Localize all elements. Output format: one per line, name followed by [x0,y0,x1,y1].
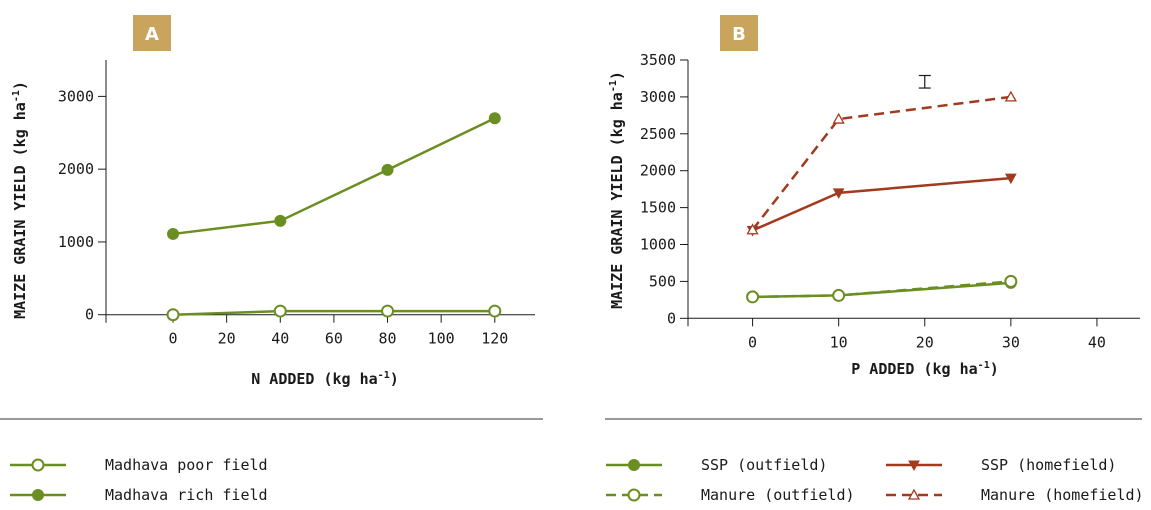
panel-b-data-point [832,288,846,302]
panel-a-x-axis-title: N ADDED (kg ha-1) [251,370,399,388]
panel-b-x-tick-label: 40 [1088,333,1106,351]
panel-b-y-tick-label: 0 [667,309,676,327]
panel-a-x-tick-label: 80 [379,330,397,348]
panel-b-series-line [752,176,1011,232]
panel-b-data-point [832,112,845,124]
panel-b-series-2 [746,173,1017,237]
panel-a-data-point [273,304,287,318]
legend-marker [628,459,640,471]
legend-item-manure-homefield: Manure (homefield) [886,486,1144,504]
legend-label: Manure (outfield) [701,486,855,504]
panel-b-series-1 [746,274,1018,304]
panel-a-series-0 [166,304,502,322]
legend-item-madhava-rich-field: Madhava rich field [10,486,268,504]
legend-label: Madhava rich field [105,486,268,504]
legend-label: SSP (outfield) [701,456,827,474]
panel-b-y-axis-title: MAIZE GRAIN YIELD (kg ha-1) [608,71,626,309]
panel-a-y-tick-label: 3000 [58,87,94,105]
panel-a-data-point [488,304,502,318]
panel-b-y-tick-label: 3500 [640,51,676,69]
panel-b-x-tick-label: 10 [830,333,848,351]
panel-a-x-tick-label: 0 [169,330,178,348]
panel-a-x-tick-label: 20 [218,330,236,348]
panel-b-data-point [746,223,759,235]
panel-a-series-line [172,117,496,236]
panel-a-data-point [381,304,395,318]
legend-marker [627,488,641,502]
panel-b-y-tick-label: 500 [649,272,676,290]
panel-a-data-point [166,308,180,322]
panel-a-y-axis-title: MAIZE GRAIN YIELD (kg ha-1) [11,81,29,319]
panel-b-badge: B [720,15,758,51]
panel-a-data-point [488,112,501,125]
panel-a-label: A [145,24,159,45]
panel-b-y-tick-label: 3000 [640,88,676,106]
panel-b-data-point [1004,274,1018,288]
panel-a-data-point [381,163,394,176]
legend-item-ssp-outfield: SSP (outfield) [606,456,827,474]
panel-a-y-tick-label: 0 [85,306,94,324]
panel-a-x-tick-label: 100 [428,330,455,348]
legend-item-ssp-homefield: SSP (homefield) [886,456,1116,474]
legend-label: Manure (homefield) [981,486,1144,504]
panel-a-x-tick-label: 60 [325,330,343,348]
panel-b-label: B [732,24,746,45]
legend-marker [32,489,44,501]
panel-b-data-point [1004,90,1017,102]
panel-a-badge: A [133,15,171,51]
panel-a-x-tick-label: 120 [481,330,508,348]
panel-b-series-line [752,280,1011,299]
panel-b-y-tick-label: 2500 [640,125,676,143]
panel-b-data-point [746,290,760,304]
panel-b-data-point [832,188,845,199]
panel-a-series-line [172,309,495,316]
panel-a-data-point [167,227,180,240]
panel-a-y-tick-label: 1000 [58,233,94,251]
legend: Madhava poor field Madhava rich field SSP … [10,456,1144,504]
panel-b-x-axis-title: P ADDED (kg ha-1) [851,360,999,378]
panel-b-error-bar [918,74,931,89]
panel-a-series-1 [167,112,501,240]
legend-label: Madhava poor field [105,456,268,474]
panel-b-x-tick-label: 0 [748,333,757,351]
legend-label: SSP (homefield) [981,456,1116,474]
panel-a-y-tick-label: 2000 [58,160,94,178]
legend-marker [908,460,920,472]
panel-a-plot: 0 1000 2000 3000 0 20 40 60 80 100 120 [58,60,535,348]
panel-a-x-tick-label: 40 [271,330,289,348]
panel-a-data-point [274,214,287,227]
panel-b-plot: 0 500 1000 1500 2000 2500 3000 3500 0 10 20 30 40 [640,51,1140,351]
legend-marker [907,488,921,500]
panel-b-series-line [751,95,1012,231]
panel-b-series-3 [746,90,1017,235]
panel-b-data-point [1005,173,1017,185]
legend-item-madhava-poor-field: Madhava poor field [10,456,268,474]
legend-marker [31,458,45,472]
panel-b-y-tick-label: 1500 [640,199,676,217]
panel-b-y-tick-label: 1000 [640,236,676,254]
panel-b-x-tick-label: 20 [916,333,934,351]
panel-b-y-tick-label: 2000 [640,162,676,180]
panel-b-x-tick-label: 30 [1002,333,1020,351]
panel-b-series-line [752,281,1011,299]
panel-b-series-0 [746,276,1017,303]
legend-item-manure-outfield: Manure (outfield) [606,486,855,504]
